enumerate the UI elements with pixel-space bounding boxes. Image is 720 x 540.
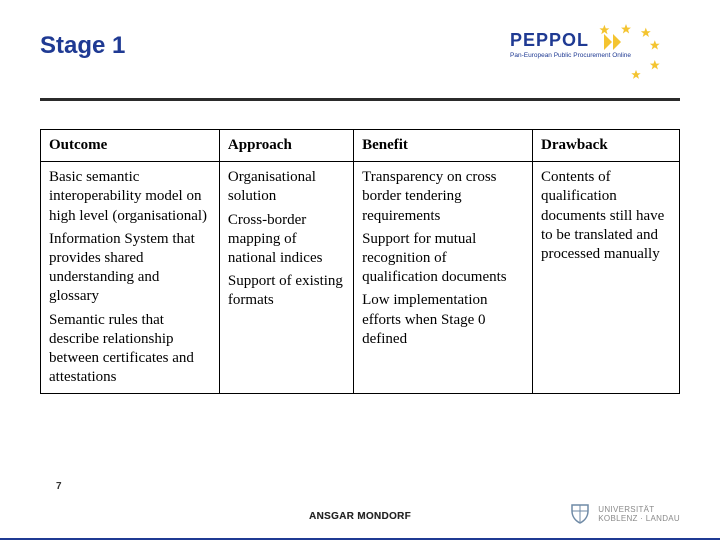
outcome-item: Information System that provides shared … xyxy=(49,230,211,307)
logo-sub-text: Pan-European Public Procurement Online xyxy=(510,52,631,59)
university-text: UNIVERSITÄT KOBLENZ · LANDAU xyxy=(598,505,680,523)
uni-line2: KOBLENZ · LANDAU xyxy=(598,514,680,523)
stage-table: Outcome Approach Benefit Drawback Basic … xyxy=(40,129,680,394)
footer-author: ANSGAR MONDORF xyxy=(309,511,411,522)
outcome-item: Basic semantic interoperability model on… xyxy=(49,168,211,226)
approach-item: Cross-border mapping of national indices xyxy=(228,211,345,269)
peppol-logo: PEPPOL Pan-European Public Procurement O… xyxy=(500,24,680,80)
col-header-approach: Approach xyxy=(219,130,353,162)
cell-benefit: Transparency on cross border tendering r… xyxy=(354,162,533,394)
shield-icon xyxy=(568,502,592,526)
triangle-icon xyxy=(604,34,628,50)
benefit-item: Low implementation efforts when Stage 0 … xyxy=(362,291,524,349)
approach-item: Organisational solution xyxy=(228,168,345,206)
table-header-row: Outcome Approach Benefit Drawback xyxy=(41,130,680,162)
cell-drawback: Contents of qualification documents stil… xyxy=(533,162,680,394)
header-rule xyxy=(40,98,680,101)
logo-main-text: PEPPOL xyxy=(510,30,589,51)
header: Stage 1 PEPPOL Pan-European Public Procu… xyxy=(40,24,680,80)
cell-outcome: Basic semantic interoperability model on… xyxy=(41,162,220,394)
university-logo: UNIVERSITÄT KOBLENZ · LANDAU xyxy=(568,502,680,526)
drawback-item: Contents of qualification documents stil… xyxy=(541,168,671,264)
slide: Stage 1 PEPPOL Pan-European Public Procu… xyxy=(0,0,720,540)
benefit-item: Support for mutual recognition of qualif… xyxy=(362,230,524,288)
col-header-benefit: Benefit xyxy=(354,130,533,162)
uni-line1: UNIVERSITÄT xyxy=(598,505,680,514)
cell-approach: Organisational solution Cross-border map… xyxy=(219,162,353,394)
approach-item: Support of existing formats xyxy=(228,272,345,310)
page-number: 7 xyxy=(56,481,62,492)
outcome-item: Semantic rules that describe relationshi… xyxy=(49,311,211,388)
table-container: Outcome Approach Benefit Drawback Basic … xyxy=(40,129,680,394)
col-header-drawback: Drawback xyxy=(533,130,680,162)
benefit-item: Transparency on cross border tendering r… xyxy=(362,168,524,226)
table-row: Basic semantic interoperability model on… xyxy=(41,162,680,394)
page-title: Stage 1 xyxy=(40,32,125,60)
col-header-outcome: Outcome xyxy=(41,130,220,162)
